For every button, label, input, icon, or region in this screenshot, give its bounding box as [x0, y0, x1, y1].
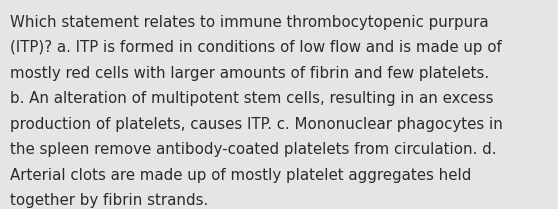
Text: b. An alteration of multipotent stem cells, resulting in an excess: b. An alteration of multipotent stem cel…	[10, 91, 493, 106]
Text: the spleen remove antibody-coated platelets from circulation. d.: the spleen remove antibody-coated platel…	[10, 142, 497, 157]
Text: mostly red cells with larger amounts of fibrin and few platelets.: mostly red cells with larger amounts of …	[10, 66, 489, 81]
Text: together by fibrin strands.: together by fibrin strands.	[10, 193, 208, 208]
Text: (ITP)? a. ITP is formed in conditions of low flow and is made up of: (ITP)? a. ITP is formed in conditions of…	[10, 40, 502, 55]
Text: production of platelets, causes ITP. c. Mononuclear phagocytes in: production of platelets, causes ITP. c. …	[10, 117, 503, 132]
Text: Arterial clots are made up of mostly platelet aggregates held: Arterial clots are made up of mostly pla…	[10, 168, 472, 183]
Text: Which statement relates to immune thrombocytopenic purpura: Which statement relates to immune thromb…	[10, 15, 489, 30]
